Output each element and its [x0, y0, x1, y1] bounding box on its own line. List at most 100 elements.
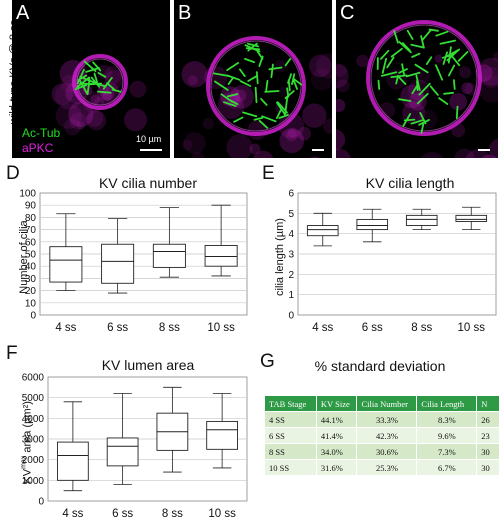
membrane-haze	[287, 127, 298, 138]
membrane-haze	[278, 86, 289, 97]
membrane-haze	[191, 151, 205, 158]
membrane-haze	[285, 129, 298, 142]
x-tick-label: 6 ss	[107, 322, 128, 334]
membrane-haze	[481, 67, 498, 88]
cilium	[258, 119, 269, 129]
cilium	[418, 82, 431, 96]
x-tick-label: 6 ss	[112, 508, 133, 520]
cilium	[245, 47, 261, 51]
cilium	[410, 119, 424, 125]
table-cell: 23	[476, 427, 500, 444]
cilium	[292, 77, 303, 86]
box	[101, 243, 135, 284]
cilium	[419, 112, 427, 125]
legend-apkc: aPKC	[22, 141, 54, 155]
membrane-haze	[252, 150, 274, 158]
cilium	[268, 66, 283, 71]
cilium	[416, 92, 429, 105]
cilium	[390, 74, 408, 78]
membrane-haze	[310, 68, 332, 91]
table-cell: 25.3%	[356, 459, 418, 476]
cilium	[275, 109, 282, 119]
membrane-haze	[104, 65, 123, 84]
cilium	[226, 93, 239, 98]
table-cell: 33.3%	[356, 411, 418, 428]
cilium	[429, 85, 439, 96]
micro-panel-c: C	[336, 0, 498, 158]
table-cell: 31.6%	[315, 459, 358, 476]
membrane-haze	[465, 149, 491, 158]
cilium	[438, 97, 449, 105]
membrane-haze	[86, 110, 104, 128]
table-row: 6 SS 41.4% 42.3% 9.6% 23	[264, 427, 500, 444]
membrane-haze	[336, 63, 348, 78]
y-tick-label: 20	[25, 286, 37, 297]
table-cell: 26	[476, 411, 500, 428]
cilium	[445, 48, 461, 58]
cilium	[450, 54, 461, 67]
y-tick-label: 40	[25, 262, 37, 273]
cilium	[435, 64, 444, 81]
membrane-haze	[68, 101, 94, 127]
header-cell: N	[476, 395, 500, 412]
table-cell: 42.3%	[356, 427, 418, 444]
table-title: % standard deviation	[314, 358, 446, 374]
cilium	[223, 101, 237, 107]
cilium	[414, 63, 429, 74]
table-cell: 7.3%	[416, 443, 478, 460]
chart-e-ylabel: cilia length (µm)	[274, 218, 286, 296]
cilium	[403, 118, 416, 122]
panel-letter-a: A	[16, 2, 30, 24]
membrane-haze	[273, 59, 287, 73]
cilium	[76, 76, 91, 88]
kv-membrane-inner	[210, 40, 302, 132]
cilium	[457, 51, 469, 62]
cilium	[425, 56, 433, 65]
cilium	[284, 58, 292, 67]
cilium	[286, 87, 290, 98]
membrane-haze	[454, 148, 475, 158]
membrane-haze	[96, 81, 121, 106]
membrane-haze	[226, 134, 253, 158]
cilium	[420, 121, 425, 134]
box	[204, 245, 238, 267]
cilium	[239, 68, 246, 77]
membrane-haze	[297, 126, 312, 141]
cilium	[227, 76, 235, 85]
cilium	[398, 98, 412, 102]
table-row: 4 SS 44.1% 33.3% 8.3% 26	[264, 411, 500, 428]
x-tick-label: 8 ss	[411, 322, 432, 334]
cilium	[255, 71, 259, 85]
cilium	[276, 101, 288, 114]
membrane-haze	[217, 92, 244, 119]
cilium	[253, 117, 264, 121]
table-cell: 8.3%	[416, 411, 478, 428]
cilium	[381, 71, 398, 77]
x-tick-label: 10 ss	[458, 322, 486, 334]
membrane-haze	[234, 89, 247, 102]
box	[455, 214, 488, 222]
membrane-haze	[316, 53, 332, 79]
cilium	[393, 30, 399, 44]
panel-letter-f: F	[6, 343, 18, 364]
cilium	[213, 72, 230, 77]
cilium	[74, 84, 88, 90]
y-tick-label: 1	[288, 290, 294, 301]
cilium	[390, 47, 403, 58]
cilium	[258, 55, 264, 67]
cilium	[287, 79, 291, 92]
table-cell: 9.6%	[416, 427, 478, 444]
x-tick-label: 4 ss	[62, 508, 83, 520]
membrane-haze	[278, 112, 305, 139]
table-cell: 30.6%	[356, 443, 418, 460]
membrane-haze	[51, 83, 74, 105]
membrane-haze	[124, 108, 147, 132]
box	[405, 214, 438, 226]
membrane-haze	[449, 92, 468, 111]
kv-membrane	[366, 20, 482, 136]
y-tick-label: 0	[30, 311, 36, 322]
cilium	[247, 42, 259, 48]
y-tick-label: 6000	[22, 373, 45, 384]
table-row: 8 SS 34.0% 30.6% 7.3% 30	[264, 443, 500, 460]
scale-bar-c	[478, 149, 490, 151]
